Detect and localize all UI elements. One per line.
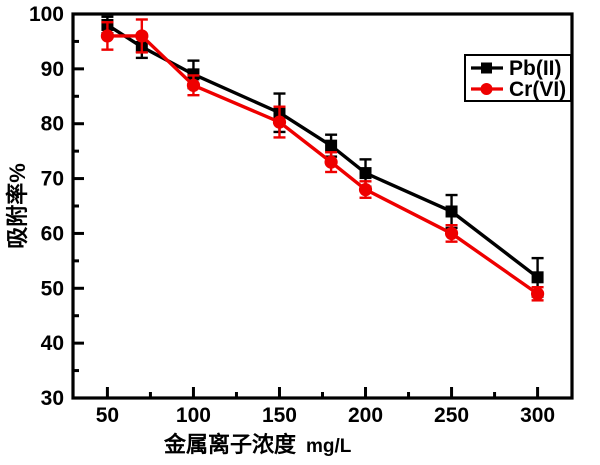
x-tick-label: 50 <box>96 404 119 427</box>
data-point-marker <box>100 29 115 43</box>
x-tick-label: 300 <box>520 404 555 427</box>
data-point-marker <box>530 287 545 301</box>
data-point-marker <box>531 271 544 284</box>
y-tick-label: 100 <box>29 3 64 26</box>
y-axis-minor-ticks <box>73 39 79 373</box>
x-tick-label: 200 <box>348 404 383 427</box>
data-point-marker <box>324 155 338 169</box>
y-axis-major-ticks <box>73 12 84 400</box>
data-point-marker <box>135 29 149 43</box>
data-point-marker <box>445 205 458 218</box>
x-tick-label: 150 <box>262 404 297 427</box>
legend-label: Cr(VI) <box>509 78 566 101</box>
chart-legend: Pb(II)Cr(VI) <box>464 54 572 102</box>
data-point-marker <box>272 115 287 129</box>
y-tick-label: 50 <box>41 277 64 300</box>
x-axis-major-ticks <box>105 387 540 398</box>
y-tick-label: 90 <box>41 58 64 81</box>
data-series-layer <box>100 15 545 302</box>
y-tick-label: 70 <box>41 168 64 191</box>
data-point-marker <box>325 139 338 152</box>
x-axis-tick-labels: 50 100 150 200 250 300 <box>96 404 555 427</box>
legend-marker-square <box>481 62 492 74</box>
x-tick-label: 100 <box>176 404 211 427</box>
y-tick-label: 60 <box>41 222 64 245</box>
y-axis-tick-labels: 30 40 50 60 70 80 90 100 <box>29 3 64 410</box>
data-point-marker <box>444 226 459 241</box>
x-axis-title-units: mg/L <box>306 436 352 457</box>
x-axis-minor-ticks <box>148 392 497 398</box>
legend-label: Pb(II) <box>509 57 562 80</box>
x-tick-label: 250 <box>434 404 469 427</box>
legend-marker-circle <box>480 83 493 95</box>
x-axis-title: 金属离子浓度 <box>163 432 297 457</box>
legend-item-crvi[interactable]: Cr(VI) <box>471 78 566 101</box>
data-point-marker <box>186 78 201 92</box>
series-crvi <box>100 18 545 302</box>
legend-item-pbii[interactable]: Pb(II) <box>471 57 562 80</box>
y-axis-title: 吸附率% <box>5 163 30 249</box>
data-point-marker <box>359 167 372 180</box>
y-tick-label: 80 <box>41 113 64 136</box>
y-tick-label: 30 <box>41 387 64 410</box>
y-tick-label: 40 <box>41 332 64 355</box>
data-point-marker <box>358 182 373 197</box>
